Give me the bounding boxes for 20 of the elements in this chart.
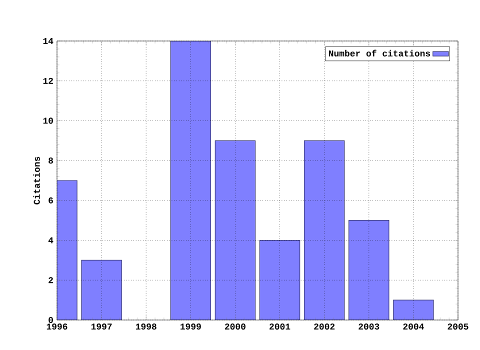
y-tick-label: 14 [43, 38, 54, 44]
x-tick-label: 1998 [136, 324, 156, 330]
y-tick-label: 4 [48, 237, 54, 244]
y-tick-label: 6 [48, 197, 53, 204]
y-axis-title: Citations [33, 156, 40, 204]
x-tick-label: 2005 [448, 324, 468, 330]
x-tick-label: 1997 [91, 324, 112, 330]
y-tick-label: 12 [43, 78, 53, 84]
x-tick-label: 2000 [224, 324, 246, 330]
y-tick-label: 0 [48, 316, 53, 324]
x-tick-label: 2002 [314, 324, 335, 330]
x-tick-label: 2001 [270, 324, 290, 330]
y-tick-label: 2 [48, 277, 53, 284]
y-tick-label: 10 [43, 118, 53, 124]
y-tick-label: 8 [48, 158, 54, 164]
x-tick-label: 2004 [403, 324, 424, 330]
x-tick-label: 1996 [46, 324, 68, 330]
x-tick-label: 2003 [358, 324, 380, 330]
legend-label: Number of citations [328, 50, 430, 56]
x-tick-label: 1999 [180, 324, 201, 330]
